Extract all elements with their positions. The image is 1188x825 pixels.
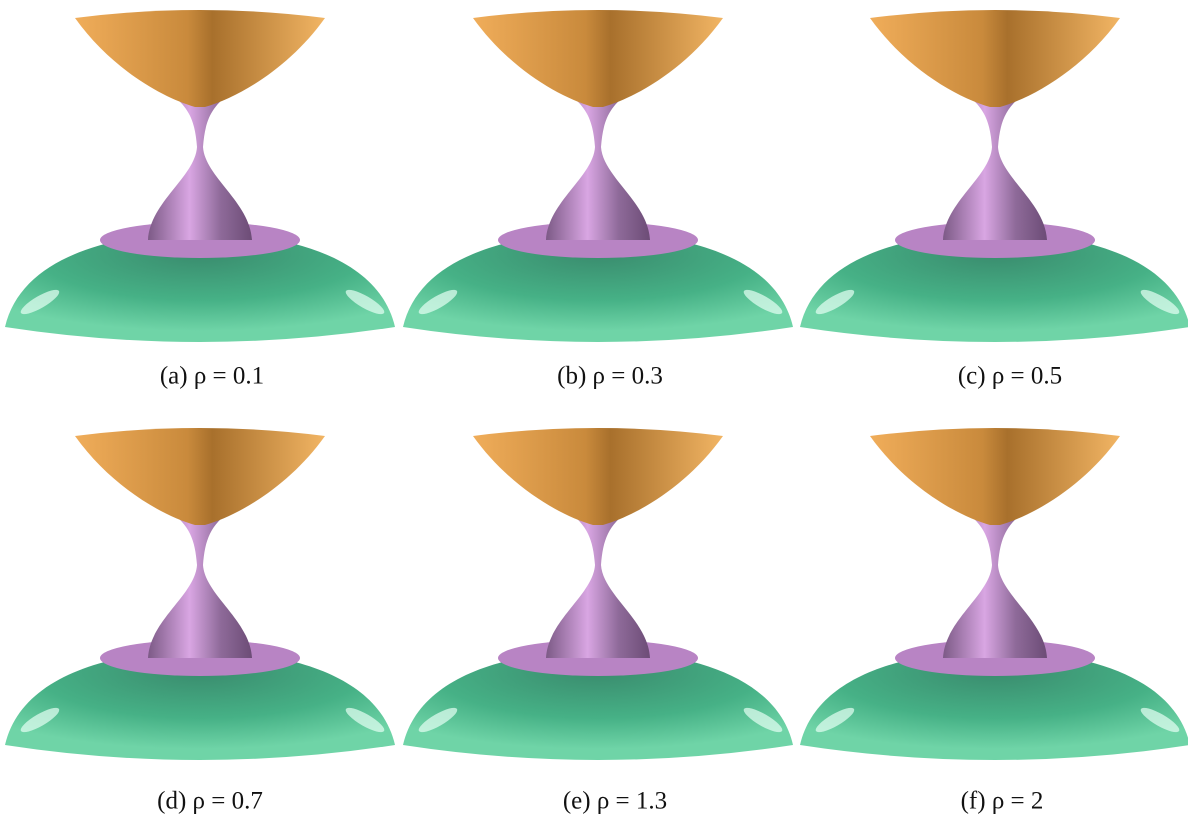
caption: (d) ρ = 0.7 bbox=[157, 788, 263, 815]
caption: (e) ρ = 1.3 bbox=[563, 788, 667, 815]
surface-render bbox=[403, 10, 793, 342]
caption: (c) ρ = 0.5 bbox=[958, 363, 1062, 390]
surface-render bbox=[403, 428, 793, 760]
caption: (b) ρ = 0.3 bbox=[557, 363, 663, 390]
surface-render bbox=[800, 10, 1188, 342]
surface-render bbox=[5, 428, 395, 760]
caption: (f) ρ = 2 bbox=[961, 788, 1044, 815]
caption: (a) ρ = 0.1 bbox=[160, 363, 264, 390]
figure: (a) ρ = 0.1 (b) ρ = 0.3 (c) ρ = 0.5 (d) … bbox=[0, 0, 1188, 825]
surface-render bbox=[5, 10, 395, 342]
surface-render bbox=[800, 428, 1188, 760]
